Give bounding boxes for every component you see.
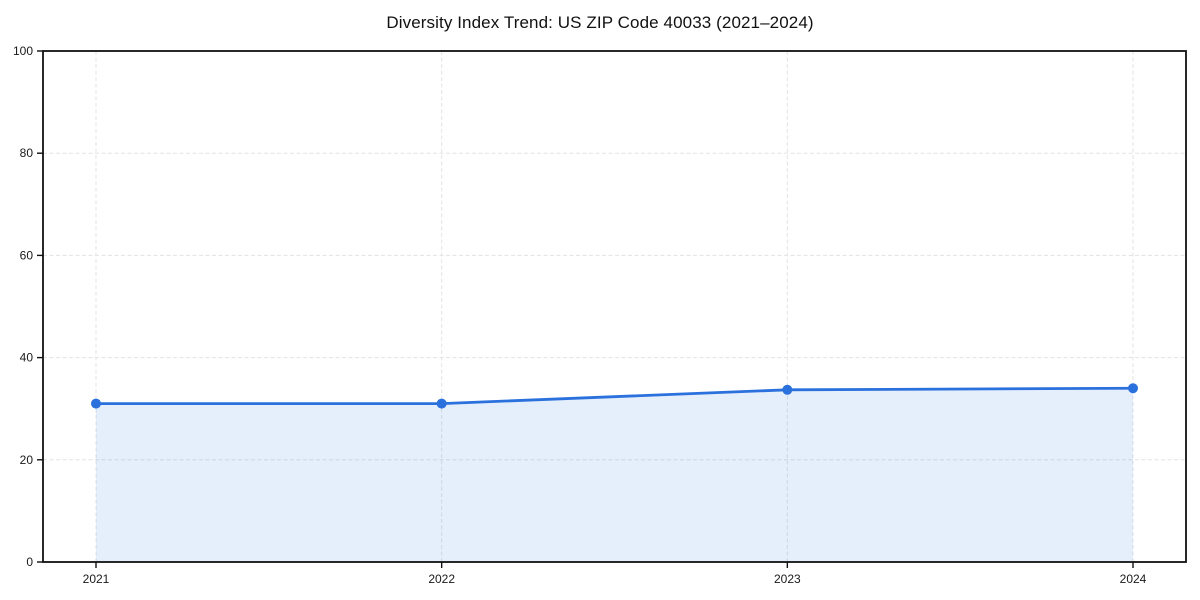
chart-title: Diversity Index Trend: US ZIP Code 40033… — [386, 13, 814, 32]
plot-frame — [42, 50, 1187, 563]
y-tick-label: 0 — [26, 555, 33, 569]
data-point-marker — [436, 398, 447, 409]
series-line — [94, 386, 1135, 405]
data-point-marker — [1128, 383, 1138, 394]
y-tick-label: 20 — [20, 453, 34, 467]
x-tick-label: 2022 — [428, 572, 455, 586]
y-tick-label: 40 — [20, 351, 34, 365]
data-point-marker — [91, 398, 101, 409]
y-tick-label: 100 — [13, 44, 33, 58]
data-point-marker — [782, 384, 793, 395]
x-tick-label: 2023 — [774, 572, 801, 586]
series-area-fill — [96, 388, 1133, 562]
y-tick-label: 80 — [20, 146, 34, 160]
x-tick-label: 2024 — [1120, 572, 1147, 586]
x-tick-label: 2021 — [83, 572, 110, 586]
y-tick-label: 60 — [20, 248, 34, 262]
